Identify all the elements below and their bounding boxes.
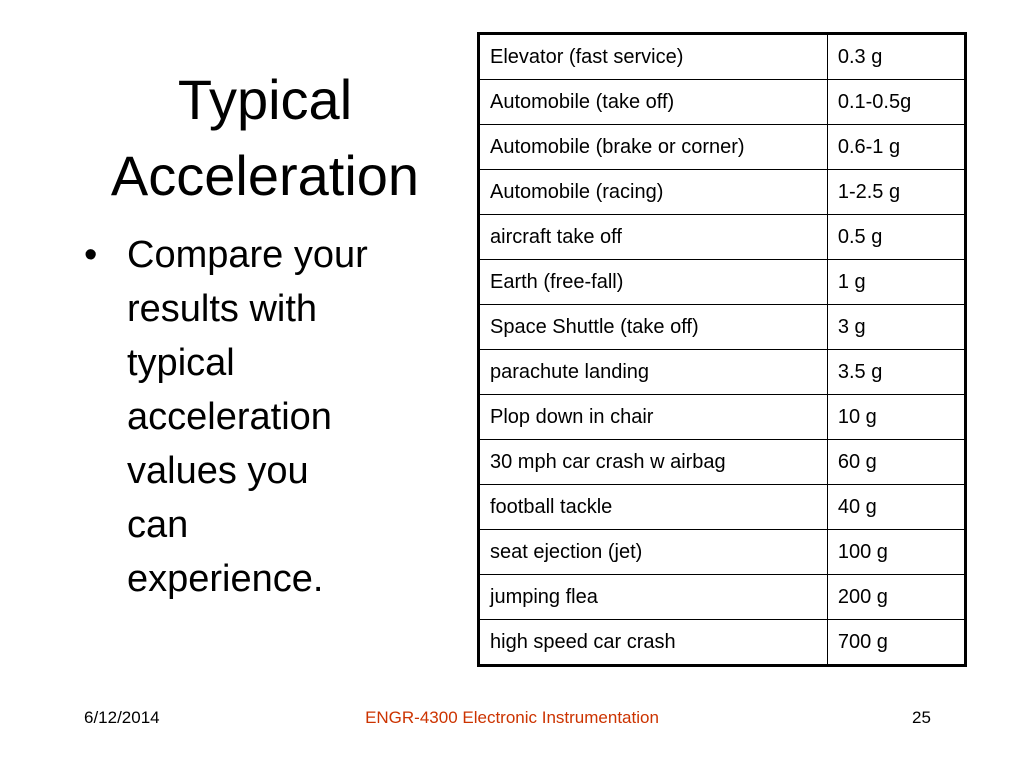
bullet-list: • Compare your results with typical acce… bbox=[84, 228, 444, 606]
table-cell-value: 0.6-1 g bbox=[826, 124, 967, 170]
table-cell-value: 700 g bbox=[826, 619, 967, 666]
table-cell-value: 1 g bbox=[826, 259, 967, 305]
bullet-item: • Compare your results with typical acce… bbox=[84, 228, 444, 606]
table-cell-source: parachute landing bbox=[478, 349, 828, 395]
table-cell-value: 0.1-0.5g bbox=[826, 79, 967, 125]
bullet-line-1: Compare your bbox=[127, 234, 368, 276]
table-cell-source: seat ejection (jet) bbox=[478, 529, 828, 575]
table-cell-value: 3.5 g bbox=[826, 349, 967, 395]
table-cell-source: Space Shuttle (take off) bbox=[478, 304, 828, 350]
table-row: Elevator (fast service) 0.3 g bbox=[478, 33, 967, 80]
table-row: seat ejection (jet) 100 g bbox=[478, 529, 967, 575]
title-line-1: Typical bbox=[177, 68, 353, 131]
bullet-line-3: typical bbox=[127, 342, 235, 384]
table-row: Plop down in chair 10 g bbox=[478, 394, 967, 440]
table-cell-source: Elevator (fast service) bbox=[478, 33, 828, 80]
table-row: Automobile (brake or corner) 0.6-1 g bbox=[478, 124, 967, 170]
table-cell-source: jumping flea bbox=[478, 574, 828, 620]
table-cell-source: Automobile (racing) bbox=[478, 169, 828, 215]
bullet-line-5: values you bbox=[127, 450, 309, 492]
table-cell-value: 3 g bbox=[826, 304, 967, 350]
table-cell-value: 60 g bbox=[826, 439, 967, 485]
table-cell-source: Earth (free-fall) bbox=[478, 259, 828, 305]
table-row: Automobile (take off) 0.1-0.5g bbox=[478, 79, 967, 125]
table-cell-source: Plop down in chair bbox=[478, 394, 828, 440]
table-cell-value: 1-2.5 g bbox=[826, 169, 967, 215]
slide-title: Typical Acceleration bbox=[60, 62, 470, 214]
table-cell-value: 0.5 g bbox=[826, 214, 967, 260]
table-row: 30 mph car crash w airbag 60 g bbox=[478, 439, 967, 485]
footer-date: 6/12/2014 bbox=[84, 708, 160, 727]
bullet-line-7: experience. bbox=[127, 558, 324, 600]
table-cell-value: 200 g bbox=[826, 574, 967, 620]
table-cell-value: 0.3 g bbox=[826, 33, 967, 80]
table-cell-source: aircraft take off bbox=[478, 214, 828, 260]
table-row: Automobile (racing) 1-2.5 g bbox=[478, 169, 967, 215]
table-row: parachute landing 3.5 g bbox=[478, 349, 967, 395]
table-row: football tackle 40 g bbox=[478, 484, 967, 530]
table-cell-value: 10 g bbox=[826, 394, 967, 440]
table-cell-source: Automobile (take off) bbox=[478, 79, 828, 125]
table-cell-source: football tackle bbox=[478, 484, 828, 530]
table-cell-source: high speed car crash bbox=[478, 619, 828, 666]
table-row: aircraft take off 0.5 g bbox=[478, 214, 967, 260]
table-row: Space Shuttle (take off) 3 g bbox=[478, 304, 967, 350]
table-row: high speed car crash 700 g bbox=[478, 619, 967, 666]
table-cell-value: 100 g bbox=[826, 529, 967, 575]
footer-page-number: 25 bbox=[912, 708, 931, 727]
table-cell-source: Automobile (brake or corner) bbox=[478, 124, 828, 170]
bullet-marker: • bbox=[84, 234, 98, 276]
bullet-line-2: results with bbox=[127, 288, 318, 330]
footer-course-title: ENGR-4300 Electronic Instrumentation bbox=[365, 708, 659, 727]
table-row: jumping flea 200 g bbox=[478, 574, 967, 620]
table-cell-value: 40 g bbox=[826, 484, 967, 530]
table-row: Earth (free-fall) 1 g bbox=[478, 259, 967, 305]
title-line-2: Acceleration bbox=[110, 144, 420, 207]
table-cell-source: 30 mph car crash w airbag bbox=[478, 439, 828, 485]
acceleration-table: Elevator (fast service) 0.3 g Automobile… bbox=[477, 32, 967, 667]
bullet-line-4: acceleration bbox=[127, 396, 332, 438]
bullet-line-6: can bbox=[127, 504, 189, 546]
